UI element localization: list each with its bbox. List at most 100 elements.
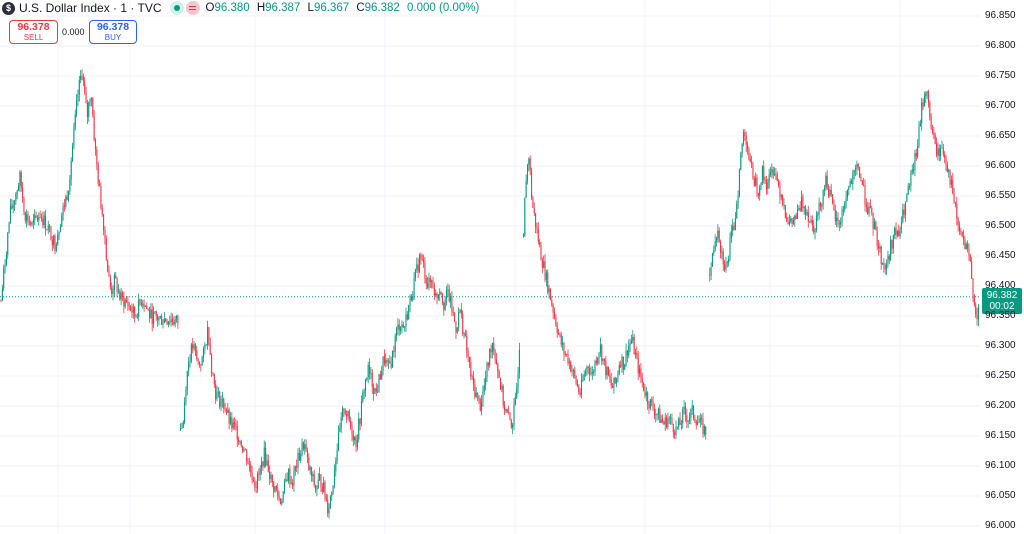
candle-body <box>925 93 927 97</box>
candle-body <box>799 208 801 211</box>
candle-body <box>274 486 276 492</box>
candle-body <box>332 485 334 494</box>
candle-body <box>443 302 445 310</box>
candle-body <box>918 126 920 146</box>
candle-body <box>965 244 967 250</box>
candle-body <box>756 177 758 194</box>
candle-body <box>887 255 889 264</box>
candle-body <box>713 250 715 254</box>
candle-body <box>401 324 403 328</box>
candle-body <box>131 310 133 313</box>
symbol-title[interactable]: U.S. Dollar Index · 1 · TVC <box>19 1 162 15</box>
candle-body <box>896 231 898 236</box>
candle-body <box>327 499 329 514</box>
candle-body <box>120 292 122 300</box>
candle-body <box>899 228 901 236</box>
candle-body <box>599 344 601 353</box>
candle-body <box>360 401 362 424</box>
candle-body <box>104 230 106 239</box>
candle-body <box>243 449 245 452</box>
candle-body <box>778 181 780 186</box>
candle-body <box>337 431 340 451</box>
candle-body <box>757 193 759 196</box>
candle-body <box>976 314 978 320</box>
candle-body <box>119 291 121 300</box>
candle-body <box>352 434 354 441</box>
candle-body <box>510 419 512 428</box>
candle-body <box>516 388 518 398</box>
candle-body <box>431 280 433 282</box>
candle-body <box>865 204 867 207</box>
candle-body <box>555 316 557 326</box>
candle-body <box>38 217 40 221</box>
candle-body <box>92 97 94 115</box>
candle-body <box>934 135 936 144</box>
candle-body <box>383 356 385 364</box>
candle-body <box>182 422 184 428</box>
candle-body <box>84 80 86 92</box>
candle-body <box>819 202 821 207</box>
candle-body <box>867 206 869 214</box>
candle-body <box>319 474 321 480</box>
candle-body <box>745 136 747 146</box>
candle-body <box>741 143 743 154</box>
candle-body <box>213 374 215 385</box>
menu-icon[interactable] <box>185 1 200 15</box>
candle-body <box>861 180 863 186</box>
candle-body <box>531 170 533 198</box>
candle-body <box>148 310 151 318</box>
candle-body <box>171 319 173 323</box>
candle-body <box>845 197 847 203</box>
candle-body <box>281 501 283 504</box>
candle-body <box>552 304 554 313</box>
candle-body <box>553 312 556 317</box>
candle-body <box>136 315 138 317</box>
candle-body <box>306 451 308 458</box>
candle-body <box>969 255 971 262</box>
candle-body <box>113 275 115 290</box>
candle-body <box>880 246 882 265</box>
candle-body <box>235 423 237 427</box>
candle-body <box>768 174 770 183</box>
candle-body <box>483 385 485 391</box>
candle-body <box>686 414 688 422</box>
price-tick-label: 96.400 <box>985 280 1016 291</box>
candle-body <box>55 244 57 251</box>
candle-body <box>305 444 307 452</box>
candle-body <box>283 481 286 492</box>
candle-body <box>371 372 373 387</box>
candle-body <box>938 148 940 157</box>
candle-body <box>22 187 24 199</box>
candle-body <box>547 272 549 293</box>
candle-body <box>784 204 786 218</box>
candle-body <box>732 225 734 232</box>
candle-body <box>379 374 381 380</box>
buy-button[interactable]: 96.378 BUY <box>89 20 137 44</box>
candle-body <box>423 259 425 263</box>
candle-body <box>475 392 477 397</box>
candle-body <box>170 319 172 322</box>
candle-body <box>413 277 415 297</box>
candle-body <box>803 206 805 208</box>
candle-body <box>769 172 772 175</box>
candle-body <box>873 221 875 230</box>
candle-body <box>868 206 870 214</box>
candle-body <box>211 354 213 373</box>
candle-body <box>111 287 113 294</box>
candle-body <box>559 333 561 335</box>
candle-body <box>404 326 406 328</box>
candle-body <box>309 467 311 470</box>
candle-body <box>960 230 962 232</box>
candle-body <box>630 340 632 343</box>
candle-body <box>209 344 211 355</box>
candle-body <box>752 163 754 179</box>
candle-body <box>7 233 9 255</box>
candle-body <box>46 229 48 230</box>
candle-body <box>717 230 719 239</box>
candle-body <box>907 186 909 195</box>
market-status-icon[interactable] <box>169 1 184 15</box>
sell-button[interactable]: 96.378 SELL <box>9 20 58 44</box>
candle-body <box>433 288 435 296</box>
candle-body <box>645 392 647 396</box>
